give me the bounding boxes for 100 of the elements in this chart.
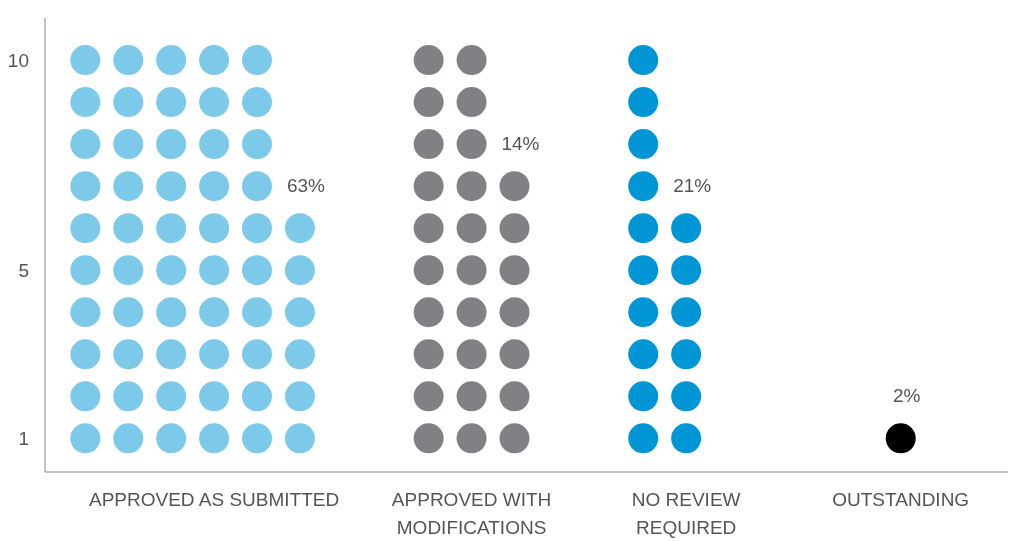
point bbox=[284, 381, 315, 412]
point bbox=[242, 255, 272, 286]
point bbox=[628, 171, 659, 202]
point bbox=[671, 213, 702, 244]
point bbox=[199, 213, 230, 244]
point bbox=[413, 297, 444, 328]
point bbox=[199, 45, 230, 76]
point bbox=[499, 339, 530, 370]
point bbox=[156, 381, 187, 412]
point bbox=[628, 381, 659, 412]
point bbox=[413, 423, 444, 454]
point bbox=[113, 423, 144, 454]
point bbox=[413, 213, 444, 244]
point bbox=[113, 129, 144, 160]
point bbox=[156, 297, 187, 328]
point bbox=[199, 255, 230, 286]
point bbox=[70, 423, 101, 454]
point bbox=[199, 339, 230, 370]
point bbox=[284, 255, 315, 286]
point bbox=[499, 213, 530, 244]
point bbox=[671, 339, 702, 370]
point bbox=[199, 423, 230, 454]
point bbox=[671, 297, 702, 328]
point bbox=[242, 171, 272, 202]
point bbox=[628, 255, 659, 286]
point bbox=[113, 171, 144, 202]
point bbox=[456, 423, 487, 454]
point bbox=[413, 87, 444, 118]
point bbox=[413, 171, 444, 202]
point bbox=[242, 297, 272, 328]
point bbox=[885, 423, 916, 454]
point bbox=[456, 171, 487, 202]
point bbox=[70, 87, 101, 118]
point bbox=[628, 213, 659, 244]
x-tick-label: APPROVED WITH MODIFICATIONS bbox=[391, 489, 552, 538]
point bbox=[284, 423, 315, 454]
point bbox=[156, 423, 187, 454]
point bbox=[70, 297, 101, 328]
point bbox=[413, 129, 444, 160]
point bbox=[113, 381, 144, 412]
point bbox=[242, 381, 272, 412]
x-tick-label: OUTSTANDING bbox=[832, 489, 970, 510]
point bbox=[671, 255, 702, 286]
point bbox=[413, 255, 444, 286]
point bbox=[113, 87, 144, 118]
point bbox=[456, 381, 487, 412]
point bbox=[456, 213, 487, 244]
point bbox=[156, 45, 187, 76]
point bbox=[70, 45, 101, 76]
point bbox=[113, 255, 144, 286]
point bbox=[70, 255, 101, 286]
point bbox=[413, 381, 444, 412]
point bbox=[628, 129, 659, 160]
x-tick-label: NO REVIEW REQUIRED bbox=[631, 489, 741, 538]
point bbox=[70, 171, 101, 202]
point bbox=[242, 423, 272, 454]
point bbox=[70, 381, 101, 412]
point bbox=[456, 129, 487, 160]
point bbox=[284, 213, 315, 244]
annotation: 63% bbox=[286, 175, 326, 197]
point bbox=[499, 171, 530, 202]
point bbox=[199, 129, 230, 160]
point bbox=[628, 297, 659, 328]
point bbox=[199, 87, 230, 118]
annotation: 21% bbox=[673, 175, 712, 197]
point bbox=[284, 339, 315, 370]
point bbox=[242, 213, 272, 244]
point bbox=[156, 171, 187, 202]
point bbox=[456, 339, 487, 370]
point bbox=[671, 423, 702, 454]
point bbox=[156, 339, 187, 370]
point bbox=[242, 339, 272, 370]
point bbox=[628, 87, 659, 118]
point bbox=[199, 381, 230, 412]
point bbox=[242, 129, 272, 160]
point bbox=[156, 255, 187, 286]
point bbox=[499, 297, 530, 328]
point bbox=[456, 45, 487, 76]
annotation: 2% bbox=[892, 385, 921, 407]
point bbox=[242, 45, 272, 76]
point bbox=[113, 213, 144, 244]
point bbox=[628, 45, 659, 76]
y-tick-label: 5 bbox=[18, 259, 29, 281]
annotation: 14% bbox=[501, 133, 540, 155]
point bbox=[199, 171, 230, 202]
x-tick-label: APPROVED AS SUBMITTED bbox=[88, 489, 340, 510]
point bbox=[70, 129, 101, 160]
point bbox=[113, 45, 144, 76]
point bbox=[456, 87, 487, 118]
y-tick-label: 1 bbox=[18, 428, 29, 450]
point bbox=[499, 381, 530, 412]
point bbox=[70, 339, 101, 370]
point bbox=[70, 213, 101, 244]
point bbox=[156, 87, 187, 118]
point bbox=[242, 87, 272, 118]
point bbox=[156, 213, 187, 244]
point bbox=[113, 297, 144, 328]
y-tick-label: 10 bbox=[7, 49, 29, 71]
point bbox=[113, 339, 144, 370]
point bbox=[413, 45, 444, 76]
